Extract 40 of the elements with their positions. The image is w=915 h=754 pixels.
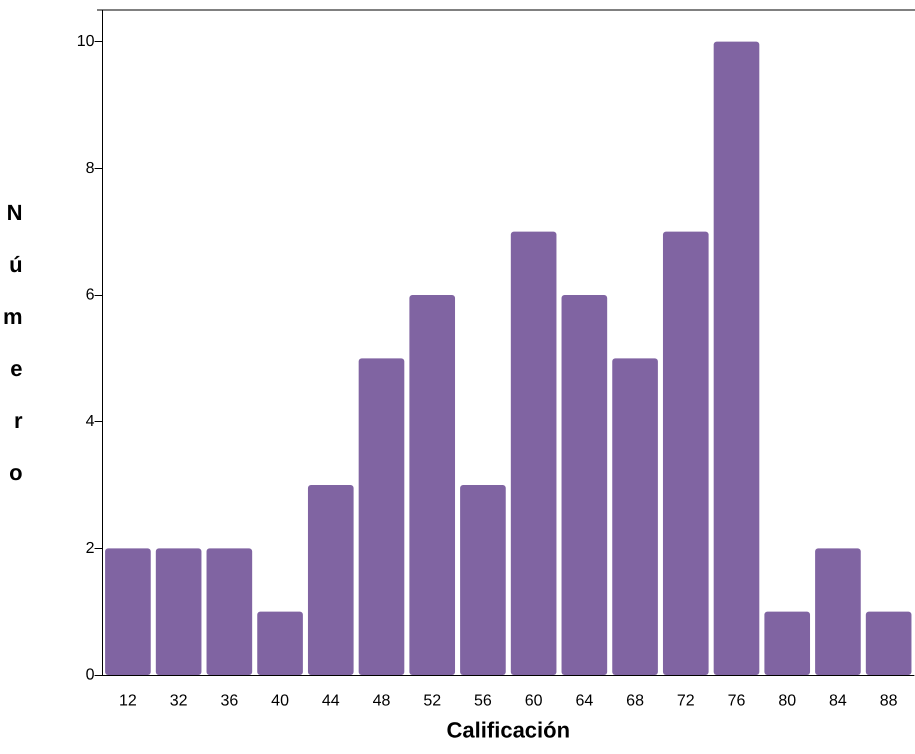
x-tick-label: 60: [524, 692, 543, 710]
x-tick-label: 76: [728, 692, 746, 710]
x-tick-label: 52: [423, 692, 442, 710]
x-tick-label: 64: [575, 692, 594, 710]
bar: [308, 485, 354, 675]
text: Número: [3, 200, 23, 485]
x-tick-label: 36: [220, 692, 238, 710]
x-tick-label: 12: [119, 692, 137, 710]
bar: [562, 295, 608, 675]
y-tick-label: 8: [86, 160, 95, 177]
y-tick-label: 2: [86, 540, 95, 557]
bar: [460, 485, 506, 675]
x-tick-label: 44: [322, 692, 340, 710]
x-tick-label: 32: [170, 692, 188, 710]
y-tick-label: 6: [86, 286, 95, 304]
x-tick-label: 56: [474, 692, 492, 710]
y-tick-label: 0: [86, 666, 95, 684]
bar: [815, 548, 861, 675]
x-tick-label: 84: [829, 692, 847, 710]
x-axis-title: Calificación: [446, 718, 570, 742]
bar: [206, 548, 252, 675]
x-tick-label: 88: [880, 692, 898, 710]
bar: [257, 612, 303, 675]
bar: [764, 612, 810, 675]
bar: [510, 232, 556, 675]
y-tick-label: 10: [76, 33, 95, 50]
bar: [105, 548, 151, 675]
x-tick-label: 80: [778, 692, 796, 710]
x-tick-label: 68: [626, 692, 644, 710]
y-tick-label: 4: [86, 413, 95, 430]
bar: [156, 548, 202, 675]
x-tick-label: 72: [676, 692, 695, 710]
x-tick-label: 40: [271, 692, 290, 710]
bar: [662, 232, 709, 675]
bar: [866, 612, 912, 675]
bar: [358, 358, 404, 675]
bar: [714, 42, 760, 675]
x-tick-label: 48: [372, 692, 390, 710]
bar: [409, 295, 456, 675]
bar: [612, 358, 658, 675]
